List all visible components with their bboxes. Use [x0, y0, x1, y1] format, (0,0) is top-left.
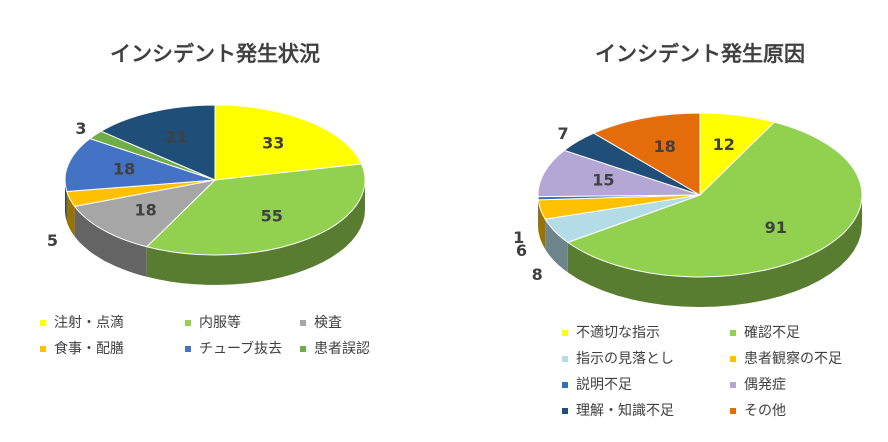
legend-label: 説明不足 — [576, 377, 632, 393]
chart-title: インシデント発生状況 — [110, 42, 320, 66]
data-label: 55 — [261, 206, 283, 225]
legend-label: チューブ抜去 — [199, 340, 282, 357]
legend-swatch — [562, 330, 568, 336]
legend-label: 食事・配膳 — [54, 340, 124, 357]
legend-swatch — [300, 346, 306, 352]
data-label: 8 — [532, 265, 543, 284]
slice — [64, 138, 216, 193]
legend-label: 指示の見落とし — [576, 351, 674, 367]
slice — [73, 179, 217, 248]
slice — [537, 149, 701, 198]
data-label: 1 — [513, 228, 524, 247]
slice — [592, 112, 701, 196]
data-label: 15 — [592, 171, 614, 190]
legend-swatch — [730, 330, 736, 336]
data-label: 6 — [516, 241, 527, 260]
legend-swatch — [40, 320, 46, 326]
data-label: 91 — [765, 218, 787, 237]
legend-label: 注射・点滴 — [54, 314, 124, 331]
chart-title: インシデント発生原因 — [595, 42, 805, 66]
slice — [145, 163, 366, 256]
legend-swatch — [730, 382, 736, 388]
data-label: 3 — [75, 119, 86, 138]
legend-swatch — [730, 356, 736, 362]
legend-swatch — [730, 408, 736, 414]
legend-swatch — [300, 320, 306, 326]
data-label: 21 — [165, 127, 187, 146]
legend-label: 内服等 — [199, 314, 241, 331]
data-label: 18 — [113, 160, 135, 179]
slice-side — [545, 219, 568, 273]
legend-label: 偶発症 — [744, 377, 786, 393]
data-label: 18 — [134, 200, 156, 219]
slice — [99, 104, 216, 181]
legend-swatch — [562, 356, 568, 362]
legend-swatch — [562, 382, 568, 388]
legend-label: 不適切な指示 — [576, 324, 660, 341]
data-label: 33 — [262, 133, 284, 152]
legend-label: 患者誤認 — [314, 341, 370, 357]
legend-label: 確認不足 — [744, 325, 800, 341]
legend-swatch — [562, 408, 568, 414]
legend-swatch — [185, 346, 191, 352]
data-label: 18 — [654, 137, 676, 156]
slice — [566, 121, 863, 278]
data-label: 5 — [47, 231, 58, 250]
legend-label: 患者観察の不足 — [744, 350, 842, 367]
data-label: 12 — [713, 135, 735, 154]
data-label: 7 — [558, 124, 569, 143]
legend-swatch — [185, 320, 191, 326]
legend-swatch — [40, 346, 46, 352]
slice-side — [567, 195, 862, 307]
slice-side — [66, 191, 75, 237]
slice — [214, 104, 363, 181]
legend-label: 理解・知識不足 — [576, 402, 674, 419]
slice-side — [538, 199, 546, 250]
legend-label: その他 — [744, 403, 786, 419]
legend-label: 検査 — [314, 315, 342, 331]
slice-side — [146, 180, 365, 285]
